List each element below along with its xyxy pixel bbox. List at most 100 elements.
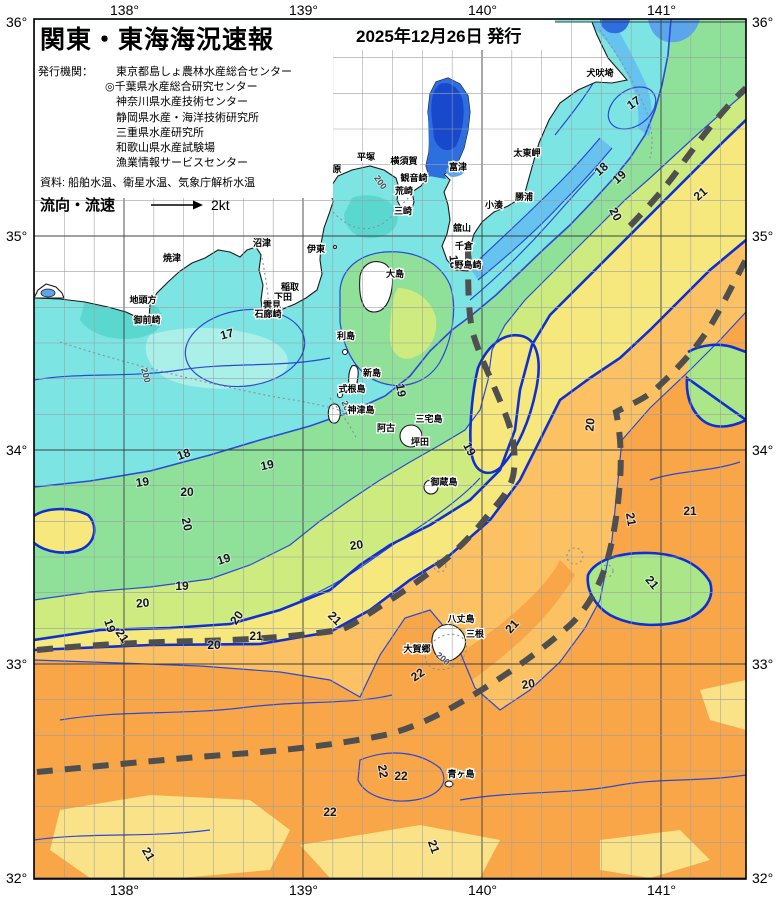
chart-title: 関東・東海海況速報 — [40, 26, 275, 54]
zone-pale-yellow-patches — [50, 680, 746, 878]
island-hachijojima — [431, 623, 467, 662]
source-note: 資料: 船舶水温、衛星水温、気象庁解析水温 — [40, 177, 256, 190]
isotherm-label-19: 19 — [175, 579, 189, 593]
place-label: 大賀郷 — [403, 643, 430, 654]
place-label: 勝浦 — [515, 191, 533, 202]
place-label: 八丈島 — [446, 613, 474, 624]
lon-label: 140° — [468, 2, 497, 18]
place-label: 大島 — [386, 268, 404, 279]
place-label: 新島 — [363, 367, 381, 378]
place-label: 焼津 — [163, 252, 181, 263]
place-label: 下田 — [274, 292, 292, 302]
isotherm-label-19: 19 — [135, 474, 150, 490]
place-label: 利島 — [336, 330, 355, 341]
island-shikinejima — [336, 391, 344, 399]
zone-turquoise — [344, 195, 398, 239]
zone-warm-streamer — [250, 560, 575, 750]
header-panel — [35, 20, 333, 198]
kuroshio-axis-ne — [627, 85, 746, 229]
date-panel — [333, 20, 555, 50]
issuer-list: 東京都島しょ農林水産総合センター ◎千葉県水産総合研究センター 神奈川県水産技術セン… — [105, 65, 560, 171]
place-label: 御前崎 — [132, 314, 160, 325]
lat-label: 34° — [752, 442, 774, 458]
isotherm-label-20: 20 — [179, 516, 196, 532]
place-label: 石廊崎 — [253, 308, 281, 319]
current-speed-label: 2kt — [211, 196, 230, 213]
isotherm-label-20: 20 — [207, 638, 221, 652]
current-legend: 流向・流速 2kt — [40, 194, 560, 215]
place-label: 坪田 — [411, 436, 429, 447]
depth-contours — [59, 29, 653, 671]
place-label: 荒崎 — [394, 185, 413, 196]
island-hatsushima — [332, 244, 338, 250]
tokyo-bay-mouth — [446, 162, 466, 177]
lat-label: 35° — [752, 228, 774, 244]
lat-label: 35° — [6, 228, 28, 244]
isotherm-lines — [34, 19, 746, 841]
issuer-item: ◎千葉県水産総合研究センター — [105, 81, 258, 94]
island-aogashima — [444, 780, 454, 788]
isotherm-label-19: 19 — [101, 617, 119, 634]
zone-oshima-yg — [389, 288, 437, 359]
map-frame — [33, 18, 747, 880]
place-label: 犬吠埼 — [585, 67, 613, 78]
place-label: 地頭方 — [129, 294, 156, 305]
lake-hamana — [40, 288, 56, 298]
lat-label: 33° — [752, 656, 774, 672]
isotherm-label-22: 22 — [394, 769, 408, 783]
lon-label: 141° — [647, 882, 676, 898]
lat-label: 36° — [6, 14, 28, 30]
place-label: 富津 — [449, 161, 467, 172]
place-label: 観音崎 — [400, 172, 427, 183]
lon-label: 139° — [289, 2, 318, 18]
place-label: 阿古 — [377, 422, 395, 433]
lon-label: 138° — [110, 2, 139, 18]
kuroshio-axis-south — [36, 253, 746, 775]
issuer-item: 漁業情報サービスセンター — [116, 157, 248, 170]
isotherm-label-20: 20 — [135, 595, 150, 610]
isotherm-label-18: 18 — [446, 254, 461, 269]
issuer-label: 発行機関： — [38, 66, 93, 78]
lat-label: 34° — [6, 442, 28, 458]
zone-ne-blue — [600, 19, 630, 34]
lat-label: 32° — [752, 870, 774, 886]
depth-label-200: 200 — [139, 367, 153, 384]
island-oshima — [359, 261, 394, 313]
place-label: 沼津 — [253, 237, 271, 248]
issuer-item: 静岡県水産・海洋技術研究所 — [116, 111, 259, 124]
zone-east-green-tongue — [587, 552, 712, 625]
lat-label: 36° — [752, 14, 774, 30]
isotherm-label-19: 19 — [259, 457, 275, 474]
place-label: 三根 — [466, 628, 485, 639]
isotherm-label-21: 21 — [623, 512, 639, 528]
place-label: 横須賀 — [390, 155, 417, 166]
place-label: 三宅島 — [415, 413, 442, 424]
place-label: 御蔵島 — [429, 476, 457, 487]
place-label: 式根島 — [338, 383, 365, 394]
place-label: 小湊 — [484, 199, 504, 210]
issue-date: 2025年12月26日 発行 — [356, 27, 522, 46]
lon-label: 141° — [647, 2, 676, 18]
tokyo-bay-cold-core — [431, 82, 464, 151]
lat-label: 33° — [6, 656, 28, 672]
current-arrow-icon — [151, 200, 204, 210]
island-toshima — [341, 348, 349, 356]
lon-label: 138° — [110, 882, 139, 898]
isotherm-label-20: 20 — [349, 537, 364, 553]
isotherm-label-21: 21 — [425, 838, 443, 856]
place-label: 三崎 — [394, 205, 412, 216]
isotherm-label-19: 19 — [393, 383, 409, 399]
zone-boso-strip — [470, 138, 612, 280]
isotherm-label-20: 20 — [582, 417, 597, 432]
island-kozushima — [327, 403, 341, 424]
kuroshio-axis — [36, 85, 746, 775]
isotherm-label-22: 22 — [375, 764, 391, 780]
isotherm-label-21: 21 — [683, 504, 697, 518]
place-label: 舘山 — [452, 222, 471, 233]
issuer-item: 三重県水産研究所 — [116, 126, 204, 139]
island-mikurajima — [423, 479, 439, 495]
place-label: 千倉 — [455, 240, 474, 251]
issuer-item: 和歌山県水産試験場 — [116, 142, 215, 155]
